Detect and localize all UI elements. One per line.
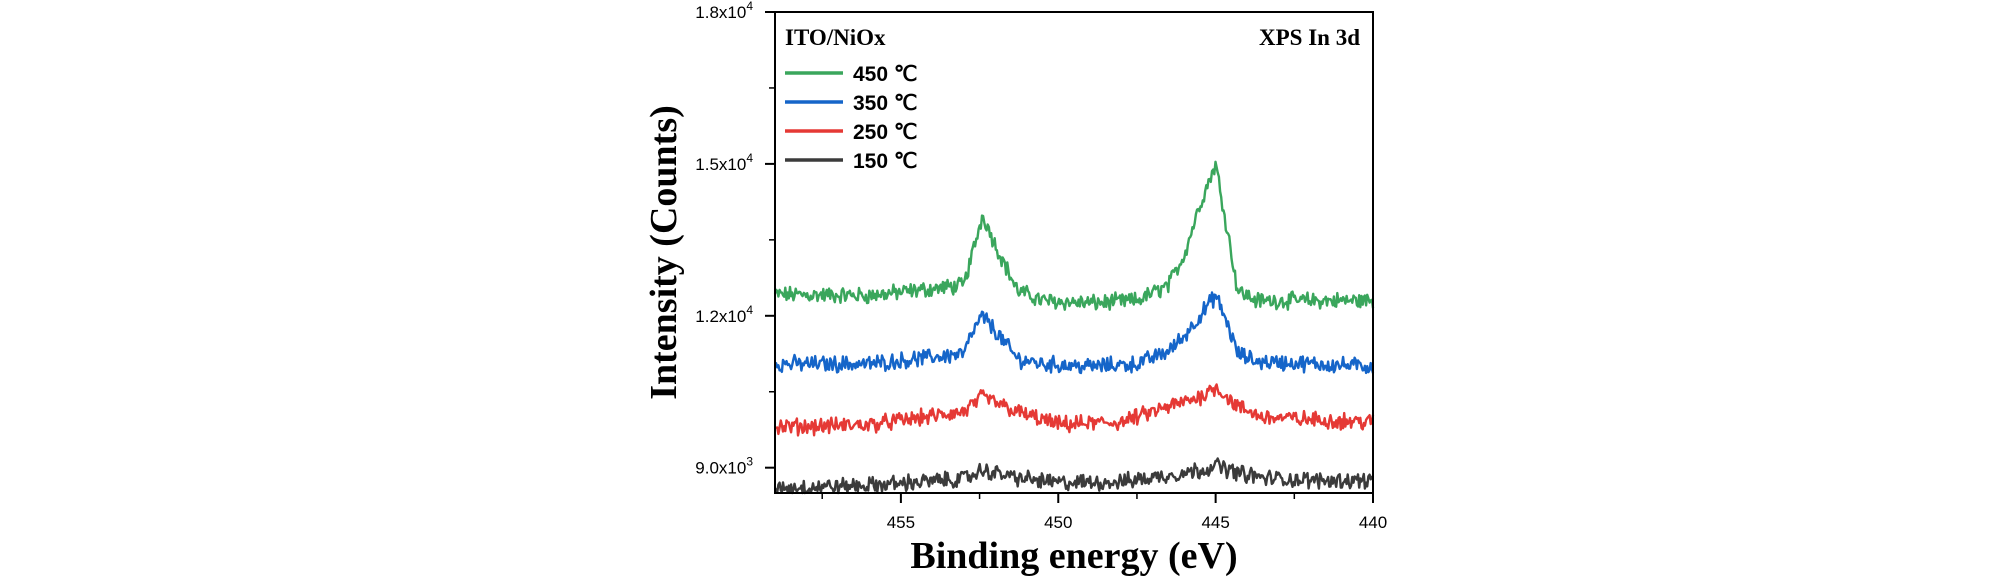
series-line-450 (773, 160, 1375, 311)
xps-annotation: XPS In 3d (1259, 25, 1360, 50)
y-tick-label: 1.2x104 (695, 303, 753, 326)
x-axis-title: Binding energy (eV) (910, 535, 1237, 577)
legend: 450 ℃ 350 ℃ 250 ℃ 150 ℃ (785, 63, 917, 173)
legend-label: 450 ℃ (853, 63, 917, 86)
series-line-350 (773, 291, 1375, 375)
x-tick-label: 440 (1359, 513, 1387, 532)
x-tick-label: 445 (1201, 513, 1229, 532)
axes: 455 450 445 440 9.0x103 1.2x104 1.5x104 1.8x104 (695, 0, 1387, 532)
series-line-150 (773, 457, 1375, 495)
y-tick-label: 1.5x104 (695, 151, 753, 174)
sample-annotation: ITO/NiOx (785, 25, 886, 50)
x-tick-label: 455 (887, 513, 915, 532)
x-tick-label: 450 (1044, 513, 1072, 532)
series-layer (773, 160, 1375, 495)
legend-label: 150 ℃ (853, 150, 917, 173)
series-line-250 (774, 383, 1375, 437)
legend-label: 250 ℃ (853, 121, 917, 144)
y-tick-label: 1.8x104 (695, 0, 753, 22)
plot-frame (774, 11, 1374, 494)
y-axis-title: Intensity (Counts) (643, 105, 685, 400)
legend-label: 350 ℃ (853, 92, 917, 115)
y-tick-label: 9.0x103 (695, 455, 753, 478)
